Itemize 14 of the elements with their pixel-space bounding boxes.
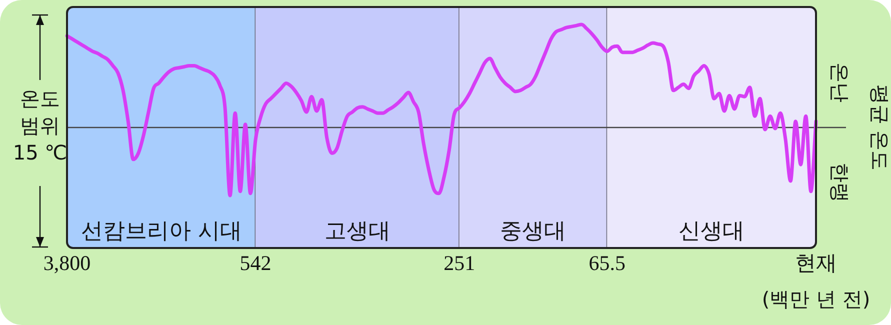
annotation: 온도 범위 15 ℃ [12, 86, 68, 165]
band-label: 선캄브리아 시대 [80, 219, 242, 244]
ref-line-label: 평균 온도 [868, 84, 891, 171]
x-tick-label: 542 [240, 251, 272, 276]
x-tick-label: 251 [444, 251, 476, 276]
text: 한랭 [828, 162, 852, 202]
x-tick-label: 현재 [795, 251, 837, 276]
x-tick-label: 3,800 [43, 251, 91, 276]
text: 온난 [828, 62, 852, 102]
x-axis-title: (백만 년 전) [762, 287, 870, 312]
band-label: 중생대 [500, 219, 566, 244]
band-label: 신생대 [678, 219, 745, 244]
x-tick-label: 65.5 [588, 251, 626, 276]
band-label: 고생대 [324, 219, 390, 244]
